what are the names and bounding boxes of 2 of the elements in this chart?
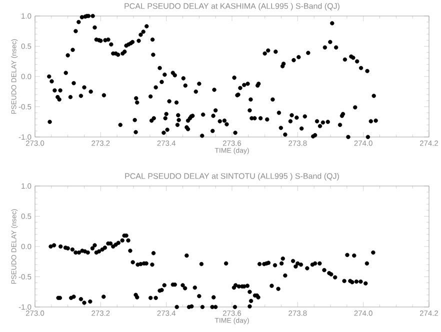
chart-title: PCAL PSEUDO DELAY at KASHIMA (ALL995 ) S-Band (QJ) [124,3,340,10]
chart-title: PCAL PSEUDO DELAY at SINTOTU (ALL995 ) S-Band (QJ) [125,173,339,180]
